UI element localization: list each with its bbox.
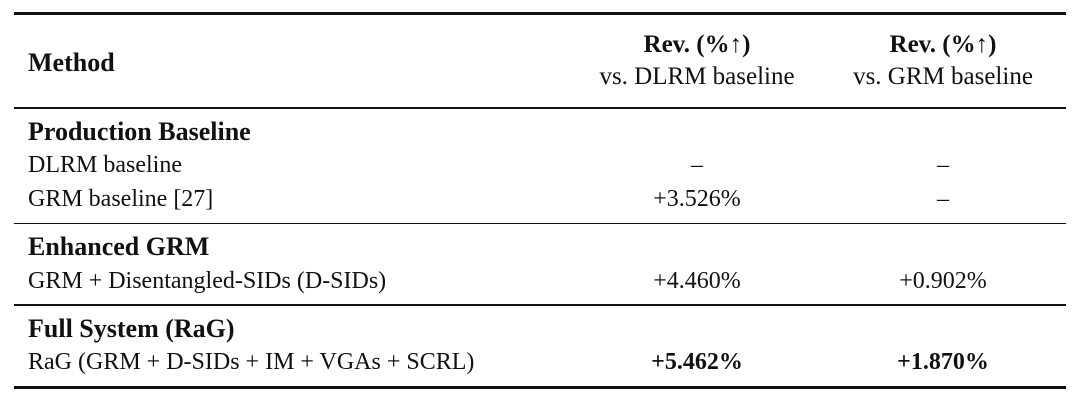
table-row: GRM + Disentangled-SIDs (D-SIDs) +4.460%… [14, 264, 1066, 298]
group-title: Full System (RaG) [28, 313, 235, 343]
group-enhanced-grm: Enhanced GRM GRM + Disentangled-SIDs (D-… [14, 224, 1066, 304]
row-method: RaG (GRM + D-SIDs + IM + VGAs + SCRL) [28, 349, 475, 375]
header-vs-grm: Rev. (%↑) vs. GRM baseline [820, 29, 1066, 93]
row-vs-grm: +1.870% [897, 349, 989, 375]
header-vs-grm-line1: Rev. (%↑) [889, 31, 997, 58]
group-title: Production Baseline [28, 116, 251, 146]
row-vs-dlrm: +5.462% [651, 349, 743, 375]
group-full-system: Full System (RaG) RaG (GRM + D-SIDs + IM… [14, 306, 1066, 386]
table-row: GRM baseline [27] +3.526% – [14, 183, 1066, 217]
section-rule [14, 304, 1066, 306]
results-table: Method Rev. (%↑) vs. DLRM baseline Rev. … [14, 12, 1066, 389]
header-vs-grm-line2: vs. GRM baseline [853, 63, 1033, 90]
header-vs-dlrm: Rev. (%↑) vs. DLRM baseline [574, 29, 820, 93]
row-vs-dlrm: – [691, 152, 703, 178]
row-vs-grm: – [937, 152, 949, 178]
row-method: DLRM baseline [28, 152, 182, 178]
group-title: Enhanced GRM [28, 232, 210, 261]
top-rule [14, 12, 1066, 15]
table-row: RaG (GRM + D-SIDs + IM + VGAs + SCRL) +5… [14, 346, 1066, 380]
row-method: GRM + Disentangled-SIDs (D-SIDs) [28, 267, 387, 294]
row-vs-grm: +0.902% [899, 267, 987, 294]
header-rule [14, 107, 1066, 109]
table-header: Method Rev. (%↑) vs. DLRM baseline Rev. … [14, 15, 1066, 107]
section-rule [14, 222, 1066, 224]
row-vs-grm: – [937, 186, 949, 212]
header-vs-dlrm-line2: vs. DLRM baseline [599, 63, 795, 90]
table-row: DLRM baseline – – [14, 149, 1066, 183]
row-vs-dlrm: +4.460% [653, 267, 741, 294]
header-vs-dlrm-line1: Rev. (%↑) [643, 31, 751, 58]
row-vs-dlrm: +3.526% [653, 186, 741, 212]
row-method: GRM baseline [27] [28, 186, 214, 212]
header-method: Method [28, 48, 115, 77]
bottom-rule [14, 385, 1066, 389]
group-production-baseline: Production Baseline DLRM baseline – – GR… [14, 109, 1066, 223]
